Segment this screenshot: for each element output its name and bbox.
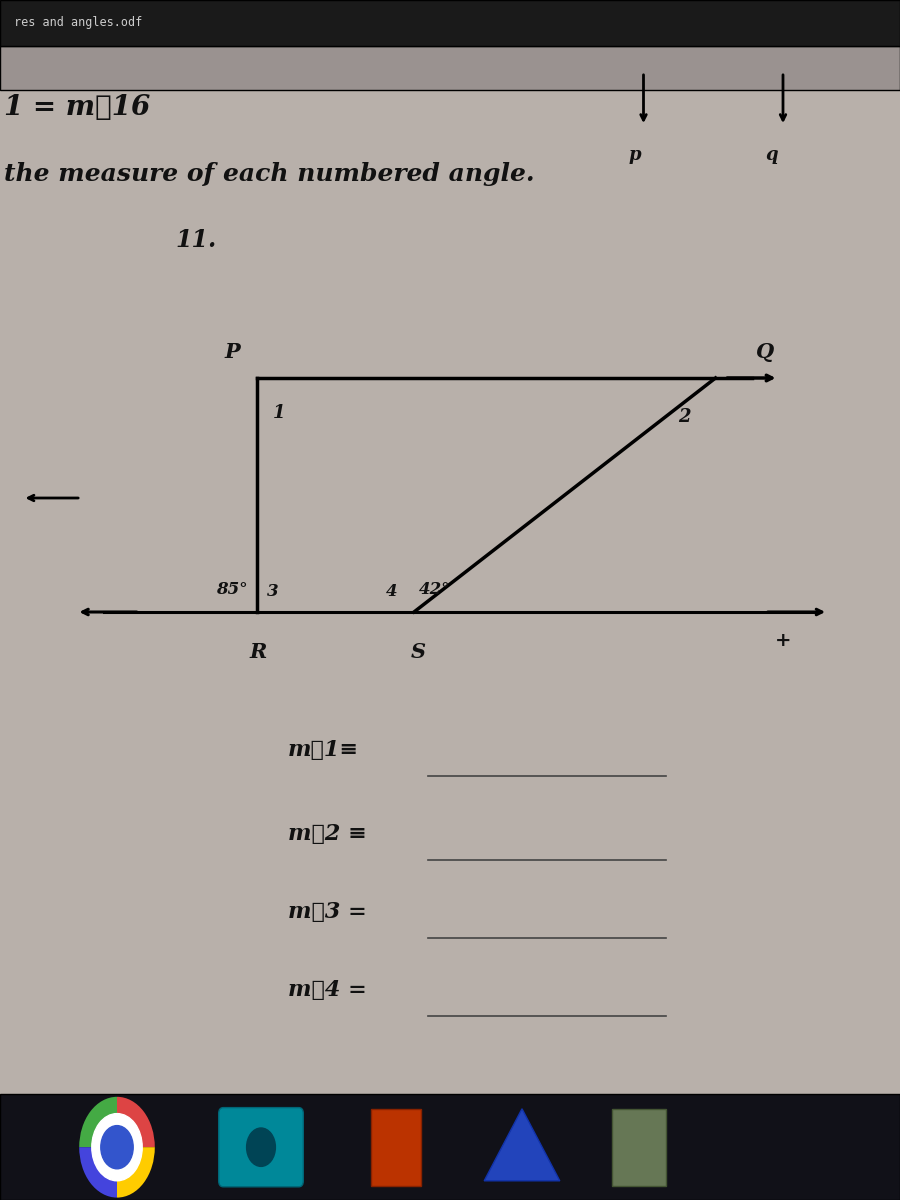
Circle shape — [92, 1114, 142, 1181]
FancyBboxPatch shape — [0, 1094, 900, 1200]
FancyBboxPatch shape — [371, 1109, 421, 1186]
Wedge shape — [79, 1097, 117, 1147]
FancyBboxPatch shape — [219, 1108, 303, 1187]
Text: R: R — [249, 642, 267, 662]
Text: Q: Q — [756, 342, 774, 362]
Wedge shape — [117, 1147, 155, 1198]
Text: 1 = m∖16: 1 = m∖16 — [4, 95, 151, 121]
Text: m∡3 =: m∡3 = — [288, 901, 367, 923]
Circle shape — [101, 1126, 133, 1169]
Text: 85°: 85° — [216, 581, 248, 598]
Text: m∡2 ≡: m∡2 ≡ — [288, 823, 367, 845]
Text: 3: 3 — [267, 583, 279, 600]
Text: 4: 4 — [386, 583, 398, 600]
FancyBboxPatch shape — [612, 1109, 666, 1186]
Text: P: P — [224, 342, 240, 362]
Text: 42°: 42° — [418, 581, 450, 598]
Circle shape — [247, 1128, 275, 1166]
Text: S: S — [411, 642, 426, 662]
Wedge shape — [117, 1097, 155, 1147]
FancyBboxPatch shape — [0, 0, 900, 46]
Wedge shape — [79, 1147, 117, 1198]
Text: the measure of each numbered angle.: the measure of each numbered angle. — [4, 162, 536, 186]
Text: m∡1≡: m∡1≡ — [288, 739, 359, 761]
Text: +: + — [775, 632, 791, 650]
Text: 2: 2 — [678, 408, 690, 426]
Text: p: p — [628, 146, 641, 164]
Text: 1: 1 — [273, 404, 285, 422]
FancyBboxPatch shape — [0, 46, 900, 90]
Text: q: q — [766, 146, 778, 164]
Text: res and angles.odf: res and angles.odf — [14, 17, 142, 29]
Polygon shape — [484, 1109, 560, 1181]
Text: m∡4 =: m∡4 = — [288, 979, 367, 1001]
Text: 11.: 11. — [176, 228, 217, 252]
